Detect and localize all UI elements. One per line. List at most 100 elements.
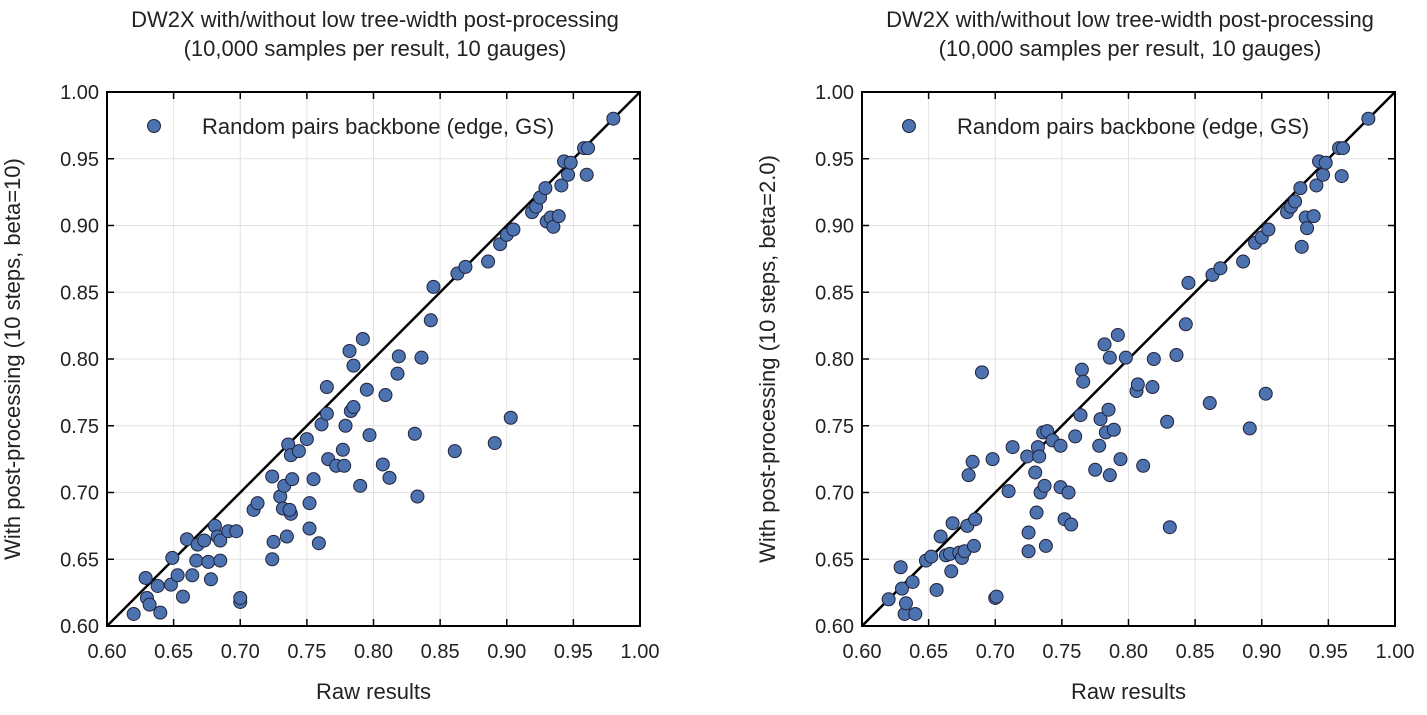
data-point [1021, 544, 1036, 559]
data-point [1005, 440, 1020, 455]
data-point [1336, 141, 1351, 156]
y-tick-label: 0.75 [815, 416, 854, 438]
y-tick-label: 0.65 [815, 549, 854, 571]
data-point [1038, 538, 1053, 553]
data-point [1021, 525, 1036, 540]
y-tick-label: 0.95 [60, 149, 99, 171]
data-point [1181, 275, 1196, 290]
data-point [170, 568, 185, 583]
data-point [944, 564, 959, 579]
y-axis-label: With post-processing (10 steps, beta=2.0… [755, 155, 780, 563]
data-point [265, 469, 280, 484]
data-point [974, 365, 989, 380]
data-point [1061, 485, 1076, 500]
data-point [561, 167, 576, 182]
data-point [1102, 468, 1117, 483]
data-point [1074, 362, 1089, 377]
y-tick-label: 0.95 [815, 149, 854, 171]
y-tick-label: 0.70 [60, 483, 99, 505]
x-tick-label: 1.00 [1376, 641, 1415, 663]
data-point [1288, 194, 1303, 209]
data-point [1028, 465, 1043, 480]
data-point [391, 349, 406, 364]
data-point [929, 582, 944, 597]
data-point [538, 181, 553, 196]
data-point [1306, 209, 1321, 224]
data-point [581, 141, 596, 156]
x-tick-label: 0.95 [1309, 641, 1348, 663]
data-point [342, 343, 357, 358]
data-point [1101, 402, 1116, 417]
x-axis-label: Raw results [316, 679, 431, 704]
y-axis-label: With post-processing (10 steps, beta=10) [0, 158, 25, 560]
data-point [382, 470, 397, 485]
y-tick-label: 1.00 [60, 82, 99, 104]
data-point [579, 167, 594, 182]
data-point [503, 410, 518, 425]
data-point [353, 478, 368, 493]
legend: Random pairs backbone (edge, GS) [902, 114, 1309, 139]
data-point [563, 155, 578, 170]
data-point [1309, 178, 1324, 193]
data-point [426, 279, 441, 294]
x-tick-labels: 0.60 0.65 0.70 0.75 0.80 0.85 0.90 0.95 1.00 [88, 641, 660, 663]
data-point [410, 489, 425, 504]
data-point [1202, 396, 1217, 411]
chart-subtitle: (10,000 samples per result, 10 gauges) [939, 36, 1322, 61]
data-point [1076, 374, 1091, 389]
axis-ticks [106, 91, 641, 627]
data-point [968, 512, 983, 527]
data-point [319, 380, 334, 395]
data-point [898, 596, 913, 611]
data-point [1020, 449, 1035, 464]
y-tick-label: 0.90 [815, 216, 854, 238]
data-point [362, 428, 377, 443]
data-point [924, 549, 939, 564]
data-point [1293, 181, 1308, 196]
data-point [1068, 429, 1083, 444]
y-tick-label: 1.00 [815, 82, 854, 104]
data-point [126, 606, 141, 621]
axis-ticks [861, 91, 1396, 627]
data-point [1053, 438, 1068, 453]
x-tick-label: 0.80 [1109, 641, 1148, 663]
data-point [229, 524, 244, 539]
data-point [1130, 377, 1145, 392]
data-point [285, 472, 300, 487]
data-point [359, 382, 374, 397]
y-tick-label: 0.60 [815, 616, 854, 638]
x-tick-label: 0.85 [421, 641, 460, 663]
scatter-panel-right: DW2X with/without low tree-width post-pr… [755, 7, 1414, 704]
data-point [1037, 478, 1052, 493]
data-point [213, 553, 228, 568]
data-point [554, 178, 569, 193]
data-point [346, 400, 361, 415]
data-point [1162, 520, 1177, 535]
data-point [1073, 408, 1088, 423]
data-point [302, 521, 317, 536]
data-point [1145, 380, 1160, 395]
legend: Random pairs backbone (edge, GS) [147, 114, 554, 139]
x-tick-label: 0.65 [154, 641, 193, 663]
data-points [126, 111, 621, 621]
data-point [933, 529, 948, 544]
data-point [407, 426, 422, 441]
data-point [250, 496, 265, 511]
legend-marker [902, 119, 916, 133]
data-point [1300, 221, 1315, 236]
y-tick-label: 0.85 [60, 282, 99, 304]
x-tick-label: 0.70 [976, 641, 1015, 663]
y-tick-label: 0.70 [815, 483, 854, 505]
data-point [506, 222, 521, 237]
data-point [1213, 261, 1228, 276]
data-point [138, 570, 153, 585]
data-point [197, 533, 212, 548]
data-point [487, 436, 502, 451]
data-point [1316, 167, 1331, 182]
data-point [1160, 414, 1175, 429]
data-point [153, 605, 168, 620]
data-point [985, 452, 1000, 467]
chart-title: DW2X with/without low tree-width post-pr… [131, 7, 619, 32]
legend-label: Random pairs backbone (edge, GS) [202, 114, 554, 139]
